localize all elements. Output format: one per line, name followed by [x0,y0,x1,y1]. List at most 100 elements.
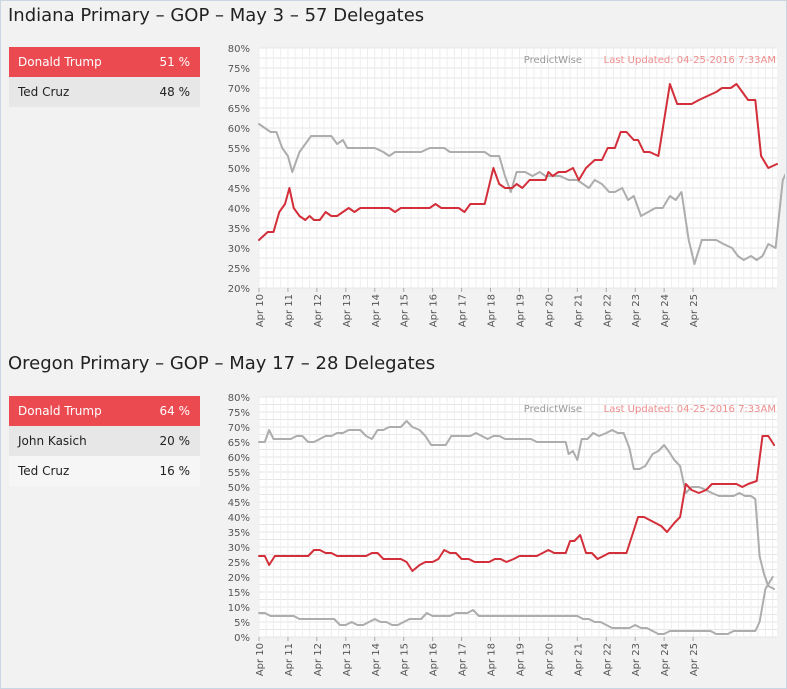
series-line-ted-cruz [258,123,785,265]
candidate-row: John Kasich 20 % [9,426,200,456]
x-tick-label: Apr 22 [602,643,613,676]
y-axis: 20% 25% 30% 35% 40% 45% 50% 55% 60% 65% 70% 75% 80% [228,44,250,295]
x-tick-label: Apr 12 [313,643,324,676]
y-tick-label: 50% [228,483,250,494]
y-tick-label: 60% [228,124,250,135]
series-line-donald-trump [258,435,776,572]
y-tick-label: 20% [228,284,250,295]
y-tick-label: 30% [228,244,250,255]
x-tick-label: Apr 13 [342,294,353,327]
y-tick-label: 55% [228,468,250,479]
x-tick-label: Apr 23 [631,643,642,676]
candidate-percent: 51 % [159,55,191,69]
x-tick-label: Apr 21 [573,643,584,676]
y-tick-label: 65% [228,438,250,449]
candidate-list: Donald Trump 51 % Ted Cruz 48 % [9,47,200,107]
x-tick-label: Apr 20 [544,294,555,327]
y-tick-label: 45% [228,184,250,195]
oregon-line-chart: 0% 5% 10% 15% 20% 25% 30% 35% 40% 45% 50% 55% 60% 65%… [228,393,777,676]
series-line-ted-cruz [258,420,776,590]
y-tick-label: 70% [228,84,250,95]
candidate-name: Donald Trump [18,404,102,418]
race-title: Oregon Primary – GOP – May 17 – 28 Deleg… [8,353,436,374]
x-tick-label: Apr 24 [660,643,671,676]
y-tick-label: 50% [228,164,250,175]
x-tick-label: Apr 16 [429,294,440,327]
candidate-name: Ted Cruz [18,85,70,99]
candidate-row: Ted Cruz 16 % [9,456,200,486]
x-tick-label: Apr 23 [631,294,642,327]
y-tick-label: 60% [228,453,250,464]
candidate-percent: 64 % [159,404,191,418]
y-tick-label: 35% [228,528,250,539]
y-tick-label: 25% [228,558,250,569]
candidate-row: Ted Cruz 48 % [9,77,200,107]
y-tick-label: 80% [228,44,250,55]
candidate-list: Donald Trump 64 % John Kasich 20 % Ted C… [9,396,200,486]
x-tick-label: Apr 17 [458,643,469,676]
chart-updated: Last Updated: 04-25-2016 7:33AM [604,55,776,66]
chart-source: PredictWise [524,404,582,415]
x-tick-label: Apr 24 [660,294,671,327]
y-tick-label: 25% [228,264,250,275]
x-tick-label: Apr 11 [284,294,295,327]
race-title: Indiana Primary – GOP – May 3 – 57 Deleg… [8,5,425,26]
candidate-name: Donald Trump [18,55,102,69]
y-tick-label: 20% [228,573,250,584]
series-line-donald-trump [258,83,778,241]
y-tick-label: 65% [228,104,250,115]
x-tick-label: Apr 14 [371,643,382,676]
y-tick-label: 75% [228,408,250,419]
chart-source: PredictWise [524,55,582,66]
x-axis: Apr 10 Apr 11 Apr 12 Apr 13 Apr 14 Apr 15 Apr … [255,637,700,676]
y-tick-label: 55% [228,144,250,155]
x-tick-label: Apr 18 [487,294,498,327]
y-tick-label: 35% [228,224,250,235]
x-tick-label: Apr 19 [515,643,526,676]
chart-series [258,420,776,635]
chart-grid [258,396,777,638]
x-tick-label: Apr 15 [400,294,411,327]
y-tick-label: 70% [228,423,250,434]
x-tick-label: Apr 25 [689,643,700,676]
x-tick-label: Apr 10 [255,294,266,327]
x-tick-label: Apr 19 [515,294,526,327]
x-tick-label: Apr 17 [458,294,469,327]
indiana-line-chart: 20%25%30%35%40%45%50%55%60%65%70%75%80% … [228,44,785,327]
candidate-row: Donald Trump 64 % [9,396,200,426]
x-tick-label: Apr 14 [371,294,382,327]
y-tick-label: 45% [228,498,250,509]
x-tick-label: Apr 22 [602,294,613,327]
x-tick-label: Apr 11 [284,643,295,676]
x-tick-label: Apr 21 [573,294,584,327]
x-axis: Apr 10 Apr 11 Apr 12 Apr 13 Apr 14 Apr 15 Apr … [255,288,700,327]
x-tick-label: Apr 18 [487,643,498,676]
candidate-row: Donald Trump 51 % [9,47,200,77]
y-tick-label: 10% [228,603,250,614]
chart-grid [258,47,777,289]
y-tick-label: 5% [234,618,250,629]
y-axis: 0% 5% 10% 15% 20% 25% 30% 35% 40% 45% 50% 55% 60% 65%… [228,393,250,644]
y-tick-label: 40% [228,204,250,215]
x-tick-label: Apr 13 [342,643,353,676]
y-tick-label: 75% [228,64,250,75]
x-tick-label: Apr 20 [544,643,555,676]
series-line-john-kasich [258,576,774,635]
x-tick-label: Apr 25 [689,294,700,327]
candidate-percent: 20 % [159,434,191,448]
candidate-name: John Kasich [18,434,87,448]
x-tick-label: Apr 12 [313,294,324,327]
x-tick-label: Apr 15 [400,643,411,676]
candidate-name: Ted Cruz [18,464,70,478]
y-tick-label: 30% [228,543,250,554]
chart-updated: Last Updated: 04-25-2016 7:33AM [604,404,776,415]
chart-series [258,83,785,265]
y-tick-label: 0% [234,633,250,644]
y-tick-label: 80% [228,393,250,404]
y-tick-label: 15% [228,588,250,599]
y-tick-label: 40% [228,513,250,524]
x-tick-label: Apr 10 [255,643,266,676]
candidate-percent: 48 % [159,85,191,99]
candidate-percent: 16 % [159,464,191,478]
x-tick-label: Apr 16 [429,643,440,676]
